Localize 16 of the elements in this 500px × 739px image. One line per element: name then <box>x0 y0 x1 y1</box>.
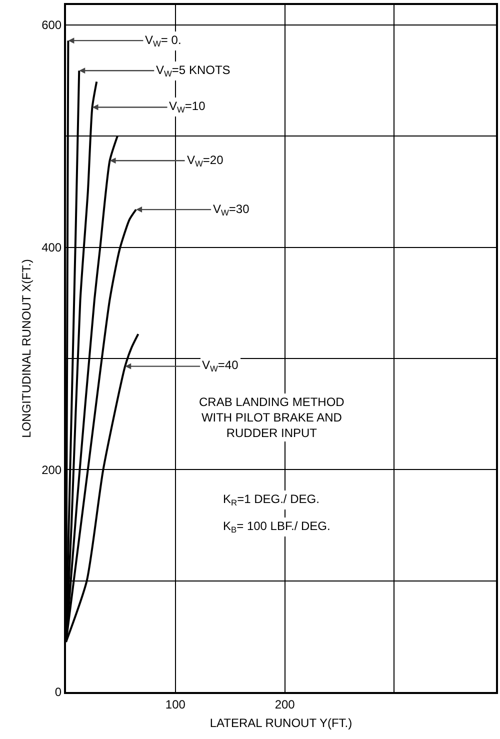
annotation: K$_{B}$= 100 LBF./ DEG. <box>223 519 330 535</box>
annotation: CRAB LANDING METHOD WITH PILOT BRAKE AND RUDDER INPUT <box>199 395 345 440</box>
x-axis-title: LATERAL RUNOUT Y(FT.) <box>210 716 352 730</box>
annotation: V$_{W}$=40 <box>202 358 239 374</box>
y-tick-label: 600 <box>42 18 62 32</box>
y-axis-title: LONGITUDINAL RUNOUT X(FT.) <box>19 259 34 438</box>
y-tick-label: 400 <box>42 240 62 255</box>
annotation: K$_{R}$=1 DEG./ DEG. <box>223 492 320 508</box>
y-tick-label: 0 <box>54 685 62 700</box>
x-tick-label: 100 <box>165 697 186 712</box>
annotation: V$_{W}$=5 KNOTS <box>156 63 230 79</box>
annotation: V$_{W}$=10 <box>169 99 206 115</box>
annotation: V$_{W}$=20 <box>187 153 224 169</box>
y-tick-label: 200 <box>42 462 62 477</box>
annotation: V$_{W}$= 0. <box>145 33 182 49</box>
annotation: V$_{W}$=30 <box>213 202 250 218</box>
